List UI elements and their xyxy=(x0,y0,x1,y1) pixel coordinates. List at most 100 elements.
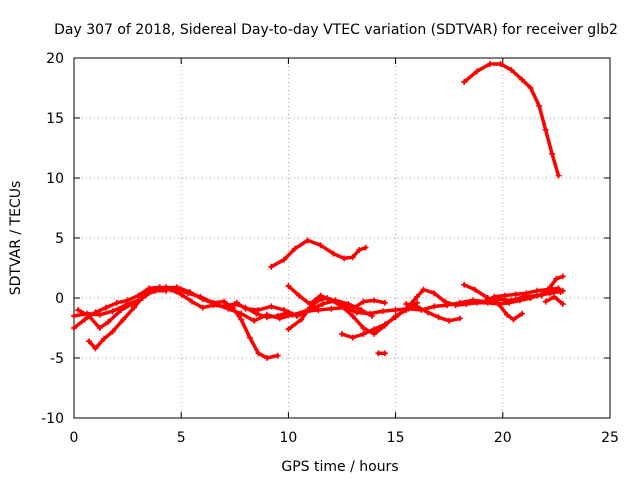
data-point xyxy=(381,350,388,357)
data-point xyxy=(317,242,324,249)
data-point xyxy=(504,311,511,318)
data-point xyxy=(551,293,558,300)
data-point xyxy=(268,263,275,270)
data-point xyxy=(293,313,300,319)
data-point xyxy=(349,305,356,312)
data-point xyxy=(441,298,448,305)
x-tick-label: 0 xyxy=(70,430,79,446)
data-point xyxy=(186,289,193,295)
data-point xyxy=(101,335,108,342)
data-point xyxy=(431,290,438,297)
data-point xyxy=(546,284,553,291)
data-point xyxy=(221,298,228,305)
grid-lines xyxy=(74,58,610,418)
data-point xyxy=(103,304,110,311)
data-point xyxy=(83,310,90,317)
data-point xyxy=(559,301,566,307)
data-point xyxy=(71,313,77,319)
series-arc-mid xyxy=(269,238,368,269)
data-point xyxy=(113,299,120,306)
data-point xyxy=(255,350,262,357)
data-point xyxy=(75,307,82,313)
data-point xyxy=(315,307,322,313)
y-axis-label: SDTVAR / TECUs xyxy=(8,181,24,296)
data-point xyxy=(375,350,382,357)
data-point xyxy=(491,293,498,300)
data-point xyxy=(519,310,526,317)
data-point xyxy=(501,292,508,299)
data-point xyxy=(456,315,463,322)
data-point xyxy=(527,85,534,91)
data-point xyxy=(281,256,288,263)
data-point xyxy=(360,298,367,305)
data-point xyxy=(291,245,298,252)
series-arc-high xyxy=(462,62,561,178)
data-point xyxy=(330,250,337,257)
data-point xyxy=(559,273,566,280)
data-point xyxy=(508,67,515,73)
data-point xyxy=(414,293,421,300)
data-point xyxy=(251,317,258,324)
data-point xyxy=(263,355,270,361)
data-point xyxy=(315,297,322,304)
data-point xyxy=(296,292,303,299)
x-tick-label: 20 xyxy=(494,430,512,446)
series-layer xyxy=(71,61,566,361)
data-point xyxy=(358,307,365,313)
data-point xyxy=(495,301,502,307)
y-tick-label: -10 xyxy=(41,411,64,427)
data-point xyxy=(255,307,262,313)
data-point xyxy=(306,304,313,311)
data-point xyxy=(542,298,549,305)
series-arc-l xyxy=(539,274,565,298)
data-point xyxy=(538,292,545,299)
y-tick-label: 10 xyxy=(46,171,64,187)
x-axis-label: GPS time / hours xyxy=(281,459,398,475)
data-point xyxy=(81,316,88,323)
data-point xyxy=(238,316,245,323)
data-point xyxy=(120,316,127,323)
data-point xyxy=(131,304,138,311)
data-point xyxy=(173,284,180,291)
data-point xyxy=(263,311,270,318)
data-point xyxy=(199,304,206,311)
data-point xyxy=(392,314,399,321)
data-point xyxy=(253,310,260,317)
data-point xyxy=(356,247,363,253)
x-tick-label: 15 xyxy=(387,430,405,446)
data-point xyxy=(461,281,468,288)
data-point xyxy=(510,316,517,323)
data-point xyxy=(212,301,219,307)
chart-title: Day 307 of 2018, Sidereal Day-to-day VTE… xyxy=(54,22,618,38)
data-point xyxy=(339,331,345,337)
data-point xyxy=(86,338,93,345)
data-point xyxy=(414,303,421,310)
data-point xyxy=(109,328,116,335)
x-tick-label: 25 xyxy=(601,430,619,446)
data-point xyxy=(96,325,103,331)
data-point xyxy=(534,287,541,294)
data-point xyxy=(281,307,288,313)
data-point xyxy=(463,301,470,307)
y-tick-label: -5 xyxy=(50,351,64,367)
data-point xyxy=(381,299,388,306)
data-point xyxy=(276,315,283,322)
data-point xyxy=(242,305,249,312)
data-point xyxy=(369,313,376,319)
data-point xyxy=(285,326,292,333)
y-tick-label: 20 xyxy=(46,51,64,67)
data-point xyxy=(188,298,195,305)
data-point xyxy=(109,308,116,315)
data-point xyxy=(238,310,245,317)
data-point xyxy=(555,172,562,179)
data-point xyxy=(96,311,103,318)
data-point xyxy=(555,285,562,292)
data-point xyxy=(304,237,311,244)
y-tick-label: 15 xyxy=(46,111,64,127)
data-point xyxy=(336,299,343,306)
data-point xyxy=(349,334,356,341)
data-point xyxy=(392,307,399,313)
series-arc-g xyxy=(286,296,387,331)
data-point xyxy=(471,286,478,293)
